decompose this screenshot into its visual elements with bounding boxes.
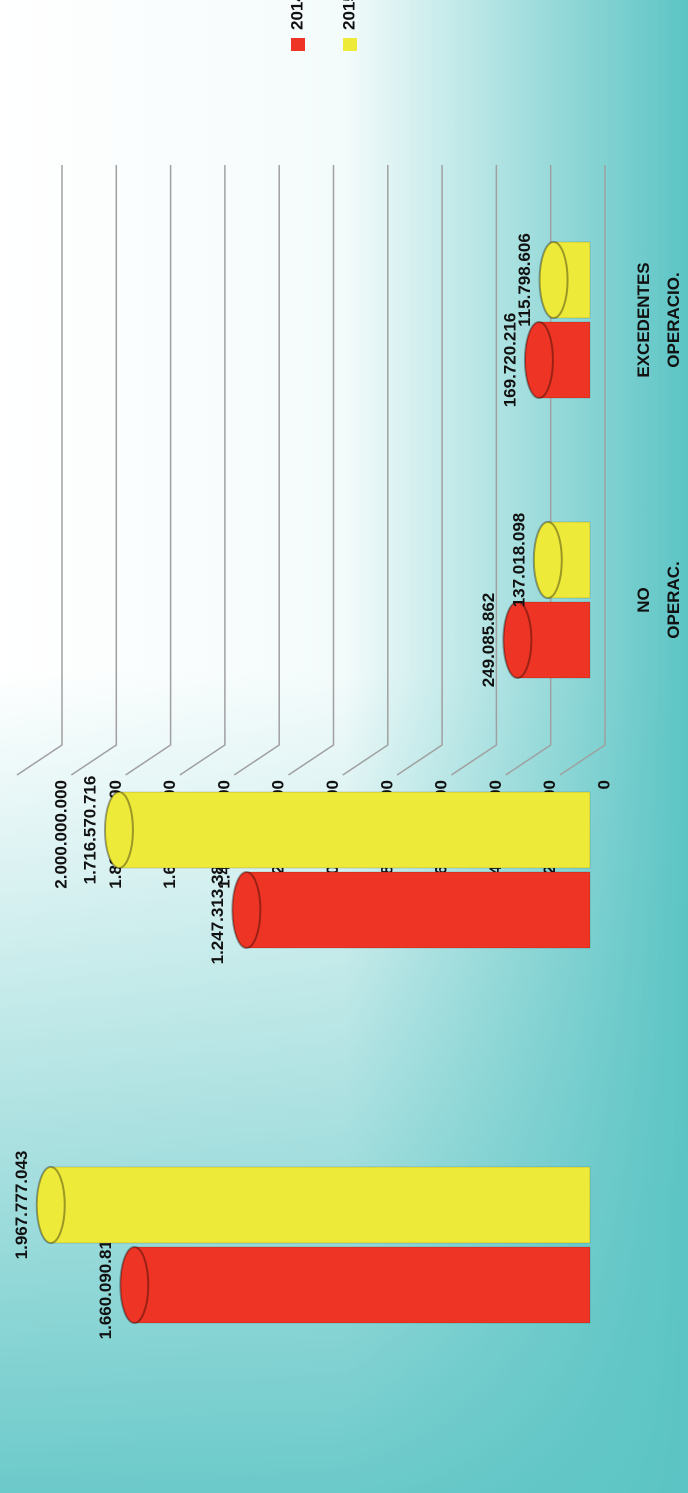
legend-label: 2014 — [287, 0, 306, 30]
bar-cap — [502, 601, 533, 679]
x-tick-label-line: OPERACIO. — [664, 272, 683, 367]
bar-cap — [35, 1166, 66, 1244]
value-label: 1.247.313.385 — [208, 856, 227, 965]
grid-line — [179, 165, 226, 776]
x-tick-label-line: EXCEDENTES — [634, 262, 653, 377]
grid-line — [450, 165, 498, 776]
bar — [118, 791, 591, 869]
x-tick-label-line: NO — [634, 587, 653, 613]
grid-line — [288, 165, 335, 776]
x-tick-label: EXCEDENTES OPERACIO. — [634, 262, 683, 377]
value-label: 1.967.777.043 — [12, 1151, 31, 1260]
bar-cap — [103, 791, 134, 869]
grid-line — [233, 165, 280, 776]
bar-cap — [538, 241, 569, 319]
x-tick-label-line: OPERAC. — [664, 561, 683, 638]
bar-cap — [231, 871, 262, 949]
grid-line — [125, 165, 172, 776]
bar-cap — [532, 521, 563, 599]
bar — [50, 1166, 591, 1244]
grid-line — [16, 165, 63, 776]
value-label: 1.660.090.814 — [96, 1230, 115, 1339]
grid-line — [70, 165, 118, 776]
grid-line — [342, 165, 389, 776]
bar-cap — [523, 321, 554, 399]
y-tick-label: 0 — [594, 780, 613, 789]
legend-label: 2015 — [339, 0, 358, 30]
value-label: 249.085.862 — [479, 593, 498, 688]
bar — [245, 871, 591, 949]
legend-swatch — [291, 38, 305, 51]
y-tick-label: 2.000.000.000 — [51, 780, 70, 889]
bar-cap — [119, 1246, 150, 1324]
x-tick-label: NO OPERAC. — [634, 561, 683, 638]
grid-line — [396, 165, 443, 776]
value-label: 115.798.606 — [515, 233, 534, 327]
value-label: 169.720.216 — [500, 313, 519, 408]
value-label: 1.716.570.716 — [80, 776, 99, 885]
legend-swatch — [343, 38, 357, 51]
grid-line — [559, 165, 606, 776]
bar — [133, 1246, 591, 1324]
value-label: 137.018.098 — [509, 513, 528, 608]
